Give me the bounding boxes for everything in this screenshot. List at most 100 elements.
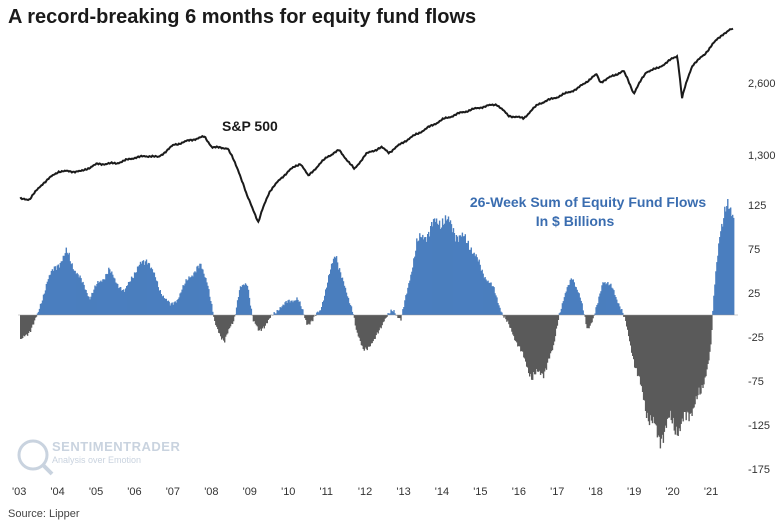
flow-bar — [114, 278, 116, 315]
flow-bar — [209, 296, 211, 315]
flow-bar — [84, 289, 86, 315]
flow-bar — [551, 315, 554, 351]
flow-bar — [221, 315, 223, 340]
flows-tick-label: -25 — [748, 332, 764, 344]
flow-bar — [487, 280, 489, 315]
flow-bar — [63, 255, 65, 315]
flow-bar — [333, 256, 336, 315]
flow-bar — [595, 307, 597, 315]
flow-bar — [302, 309, 304, 315]
flow-bar — [687, 315, 689, 413]
flow-bar — [56, 265, 58, 315]
flow-bar — [462, 236, 465, 315]
flow-bar — [525, 315, 527, 362]
flows-tick-label: -175 — [748, 464, 770, 476]
flow-bar — [194, 271, 196, 315]
flows-tick-label: 75 — [748, 244, 760, 256]
flow-bar — [337, 269, 340, 315]
flow-bar — [679, 315, 681, 432]
x-tick-label: '08 — [204, 486, 218, 498]
flow-bar — [256, 315, 259, 327]
flow-bar — [569, 279, 571, 315]
flow-bar — [577, 292, 579, 315]
flow-bar — [680, 315, 682, 424]
flow-bar — [561, 303, 564, 315]
flow-bar — [228, 315, 231, 328]
flow-bar — [713, 295, 715, 315]
flow-bar — [281, 306, 283, 315]
flow-bar — [574, 286, 576, 315]
flow-bar — [273, 312, 275, 315]
flow-bar — [229, 315, 232, 327]
flow-bar — [92, 293, 94, 315]
flow-bar — [568, 284, 570, 315]
flow-bar — [353, 315, 356, 318]
x-tick-label: '17 — [550, 486, 564, 498]
flow-bar — [445, 220, 448, 315]
flow-bar — [202, 269, 204, 315]
flow-bar — [399, 315, 401, 319]
flow-bar — [390, 309, 392, 315]
flow-bar — [132, 278, 135, 315]
flow-bar — [91, 292, 93, 315]
flow-bar — [439, 229, 442, 315]
flow-bar — [174, 301, 176, 315]
flow-bar — [705, 315, 707, 377]
flow-bar — [138, 264, 141, 315]
flow-bar — [670, 315, 672, 421]
flow-bar — [712, 310, 714, 315]
flow-bar — [520, 315, 522, 352]
flow-bar — [663, 315, 666, 432]
flow-bar — [682, 315, 684, 422]
flow-bar — [352, 314, 355, 315]
flow-bar — [147, 262, 150, 315]
flow-bar — [578, 293, 580, 315]
flow-bar — [377, 315, 379, 334]
flow-bar — [587, 315, 589, 329]
flow-bar — [427, 234, 429, 315]
flow-bar — [25, 315, 28, 335]
flow-bar — [615, 297, 617, 315]
flow-bar — [681, 315, 683, 419]
flow-bar — [483, 278, 485, 315]
flow-bar — [626, 315, 628, 327]
flow-bar — [535, 315, 538, 369]
flow-bar — [465, 243, 467, 315]
flow-bar — [632, 315, 634, 356]
flow-bar — [457, 241, 460, 315]
flow-bar — [176, 300, 178, 315]
flow-bar — [678, 315, 680, 429]
flow-bar — [196, 266, 198, 315]
flow-bar — [268, 315, 270, 319]
flow-bar — [284, 302, 286, 315]
flow-bar — [444, 215, 447, 315]
flow-bar — [128, 281, 131, 315]
x-tick-label: '21 — [704, 486, 718, 498]
flow-bar — [467, 240, 469, 315]
flow-bar — [391, 311, 393, 315]
x-tick-label: '11 — [320, 486, 334, 498]
flow-bar — [311, 315, 313, 321]
flow-bar — [278, 310, 280, 315]
flow-bar — [550, 315, 553, 352]
flow-bar — [163, 298, 165, 315]
flow-bar — [121, 290, 123, 315]
flow-bar — [585, 315, 587, 325]
flows-label-line2: In $ Billions — [536, 213, 615, 229]
flow-bar — [356, 315, 359, 333]
flow-bar — [449, 220, 452, 315]
flow-bar — [238, 290, 241, 315]
flow-bar — [534, 315, 536, 375]
flow-bar — [480, 270, 482, 315]
flow-bar — [130, 276, 133, 315]
flow-bar — [85, 290, 87, 315]
flow-bar — [594, 313, 596, 315]
flow-bar — [225, 315, 227, 337]
flow-bar — [406, 293, 408, 315]
flow-bar — [169, 305, 171, 315]
flow-bar — [555, 315, 558, 329]
flow-bar — [403, 307, 405, 315]
flow-bar — [657, 315, 660, 436]
flow-bar — [122, 290, 124, 315]
flow-bar — [441, 218, 444, 315]
